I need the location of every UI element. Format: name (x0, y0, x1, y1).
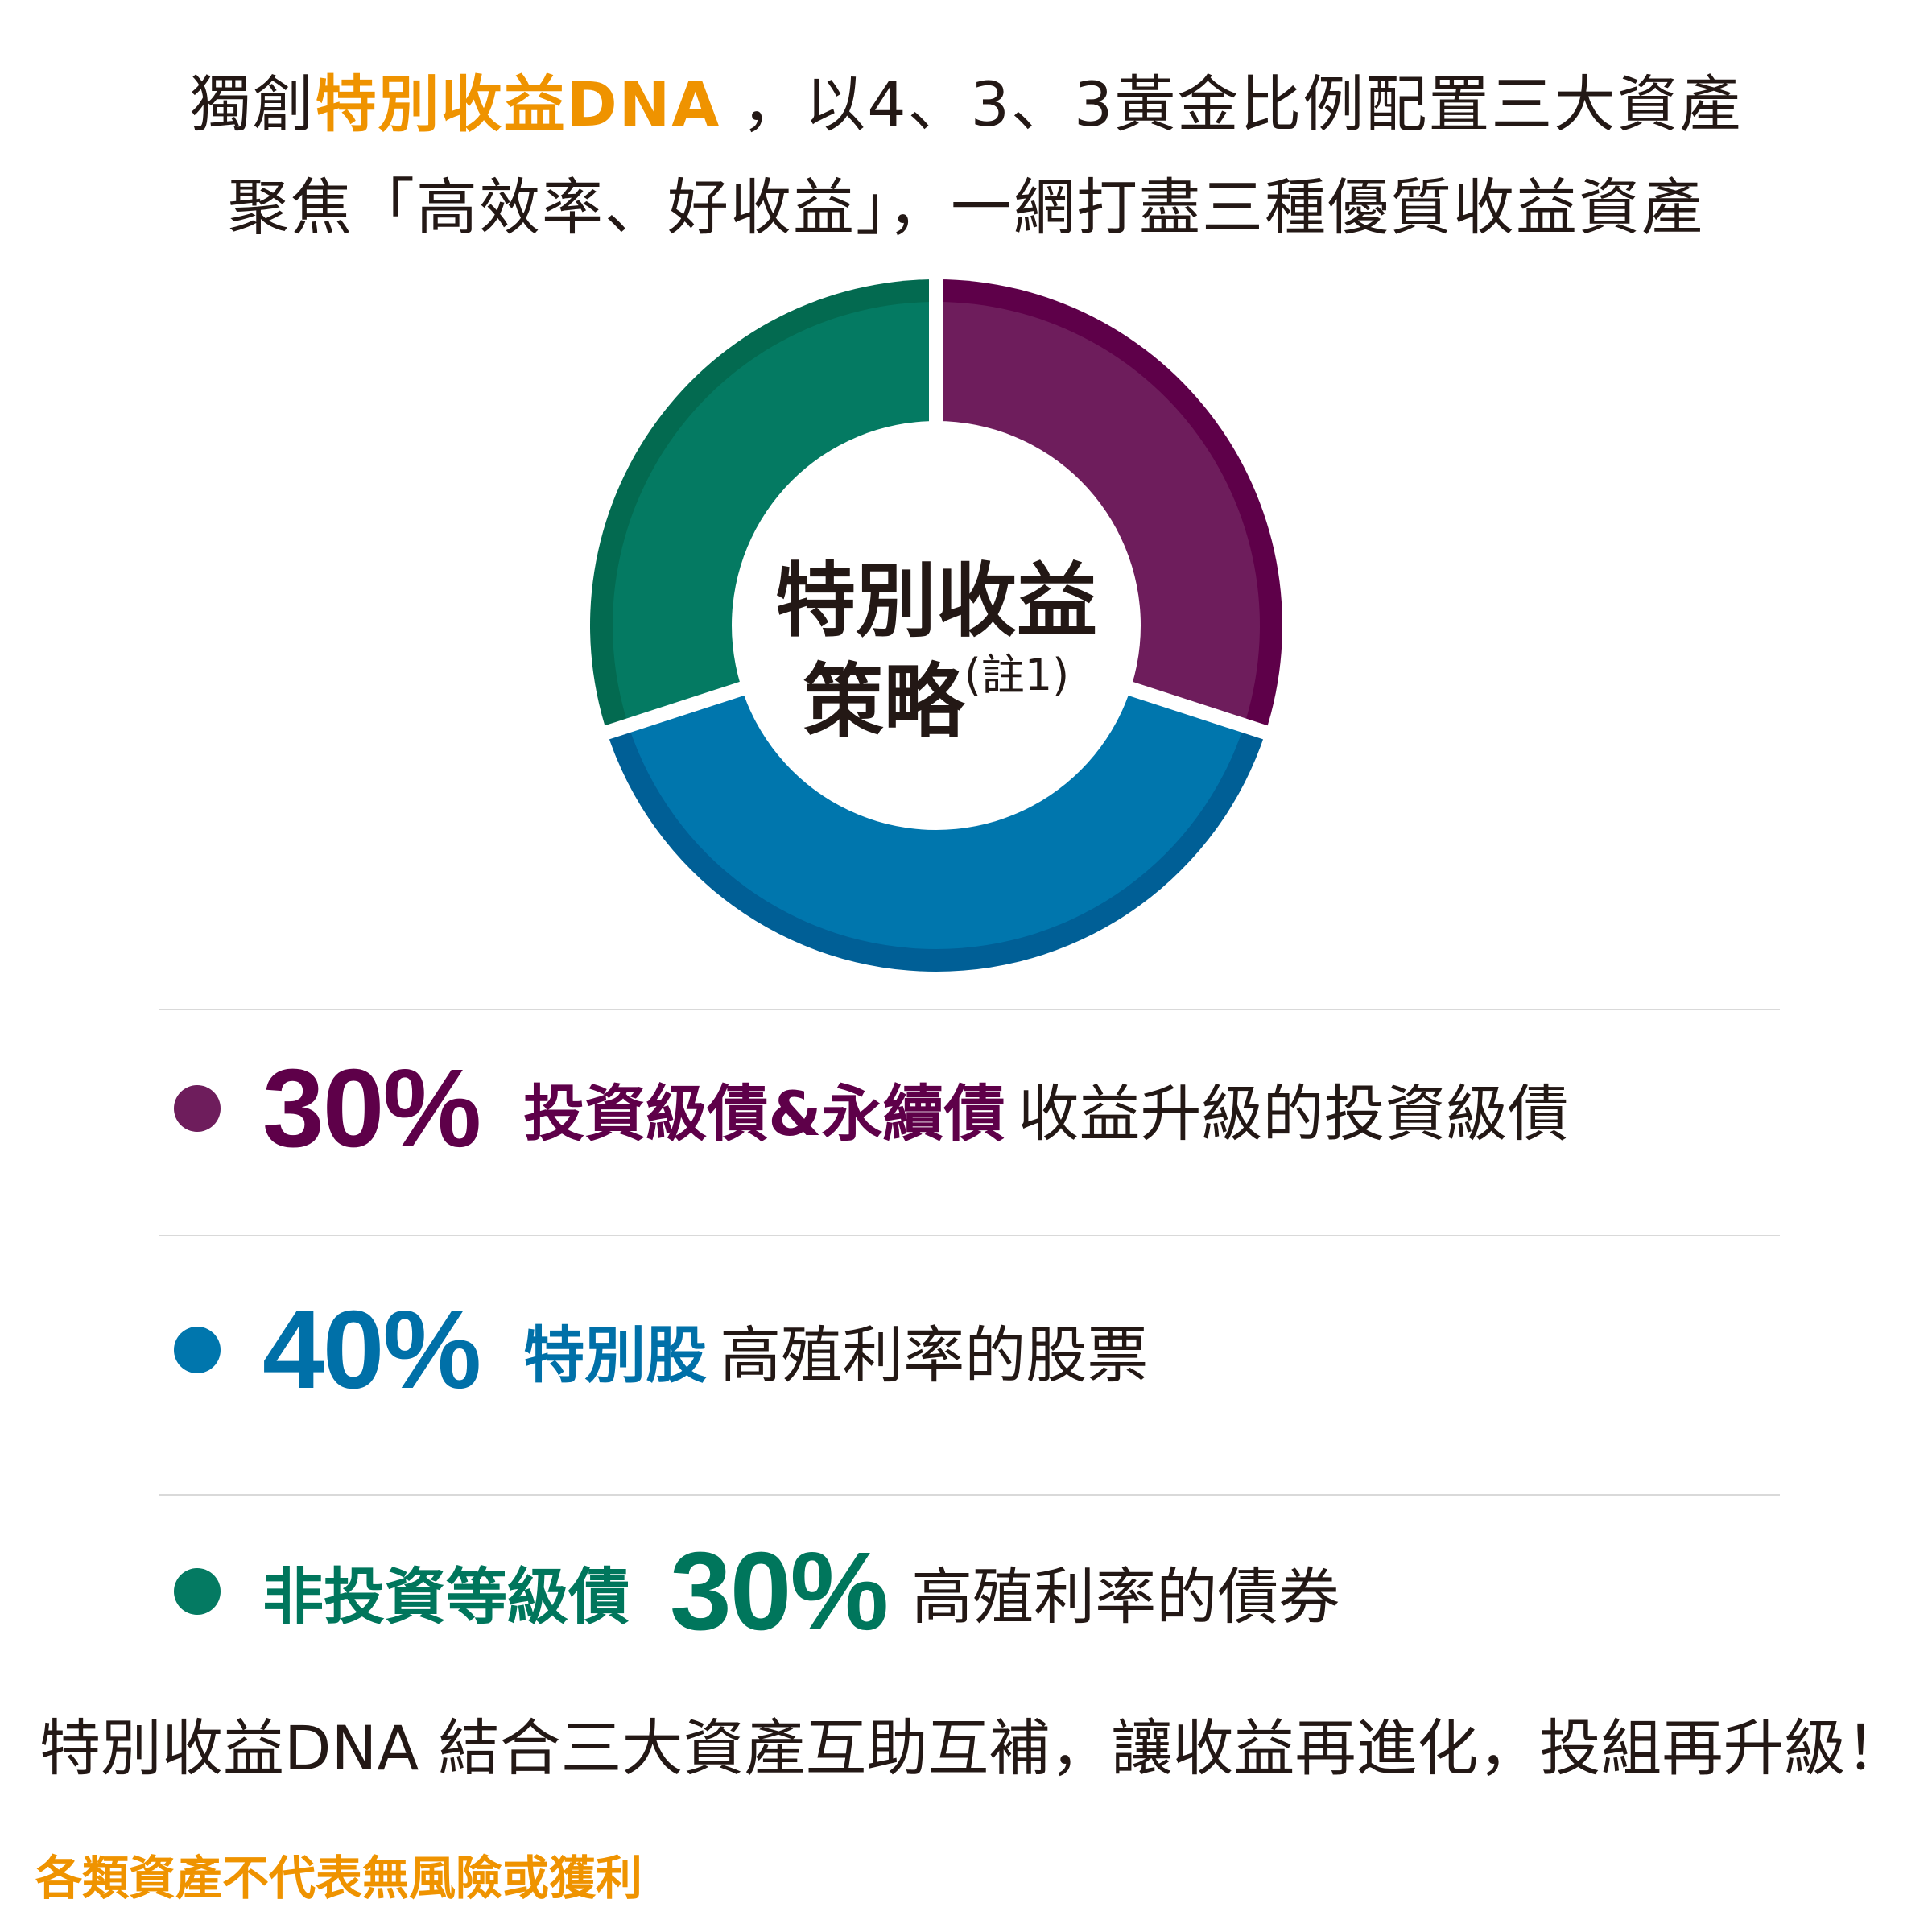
legend-row-preferred: 40% 特別股 高殖利率的股票 (174, 1286, 1148, 1414)
center-note: (註1) (964, 650, 1070, 700)
legend-percent: 30% (670, 1529, 889, 1653)
legend-description: 高殖利率的股票 (720, 1319, 1149, 1391)
risk-footnote: 各類資產不代表無風險或獲利 (35, 1851, 643, 1905)
donut-chart (589, 279, 1283, 972)
legend-dot (174, 1568, 221, 1615)
headline-line1: 獨創特別收益DNA ，以4、3、3黃金比例配置三大資產 (0, 55, 1932, 143)
legend-label: 投資級債&永續債 (523, 1078, 1005, 1150)
headline-suffix: ，以4、3、3黃金比例配置三大資產 (720, 68, 1743, 140)
divider (159, 1494, 1780, 1496)
headline-highlight: 特別收益DNA (315, 68, 721, 140)
divider (159, 1235, 1780, 1236)
center-subtitle-text: 策略 (803, 654, 964, 749)
legend-description: 高殖利率的債券 (911, 1561, 1340, 1633)
legend-label: 非投資等級債 (262, 1561, 630, 1633)
headline-prefix: 獨創 (189, 68, 316, 140)
legend-row-high-yield: 非投資等級債 30% 高殖利率的債券 (174, 1527, 1340, 1656)
summary-text: 特別收益DNA 結合三大資產互助互補，讓收益再進化，投組再升級！ (39, 1712, 1907, 1784)
headline-line2: 聚焦「高效率、好收益」，一網打盡三種優質收益資產 (228, 171, 1704, 243)
donut-hole (732, 421, 1141, 830)
legend-description: 收益升級的投資級債 (1018, 1078, 1569, 1150)
legend-dot (174, 1327, 221, 1373)
legend-label: 特別股 (523, 1319, 708, 1391)
divider (159, 1009, 1780, 1010)
legend-percent: 40% (262, 1287, 481, 1412)
legend-row-investment-grade: 30% 投資級債&永續債 收益升級的投資級債 (174, 1044, 1568, 1173)
legend-percent: 30% (262, 1046, 481, 1170)
donut-center-title: 特別收益 (775, 554, 1097, 648)
legend-dot (174, 1085, 221, 1132)
donut-center-subtitle: 策略(註1) (775, 636, 1097, 753)
